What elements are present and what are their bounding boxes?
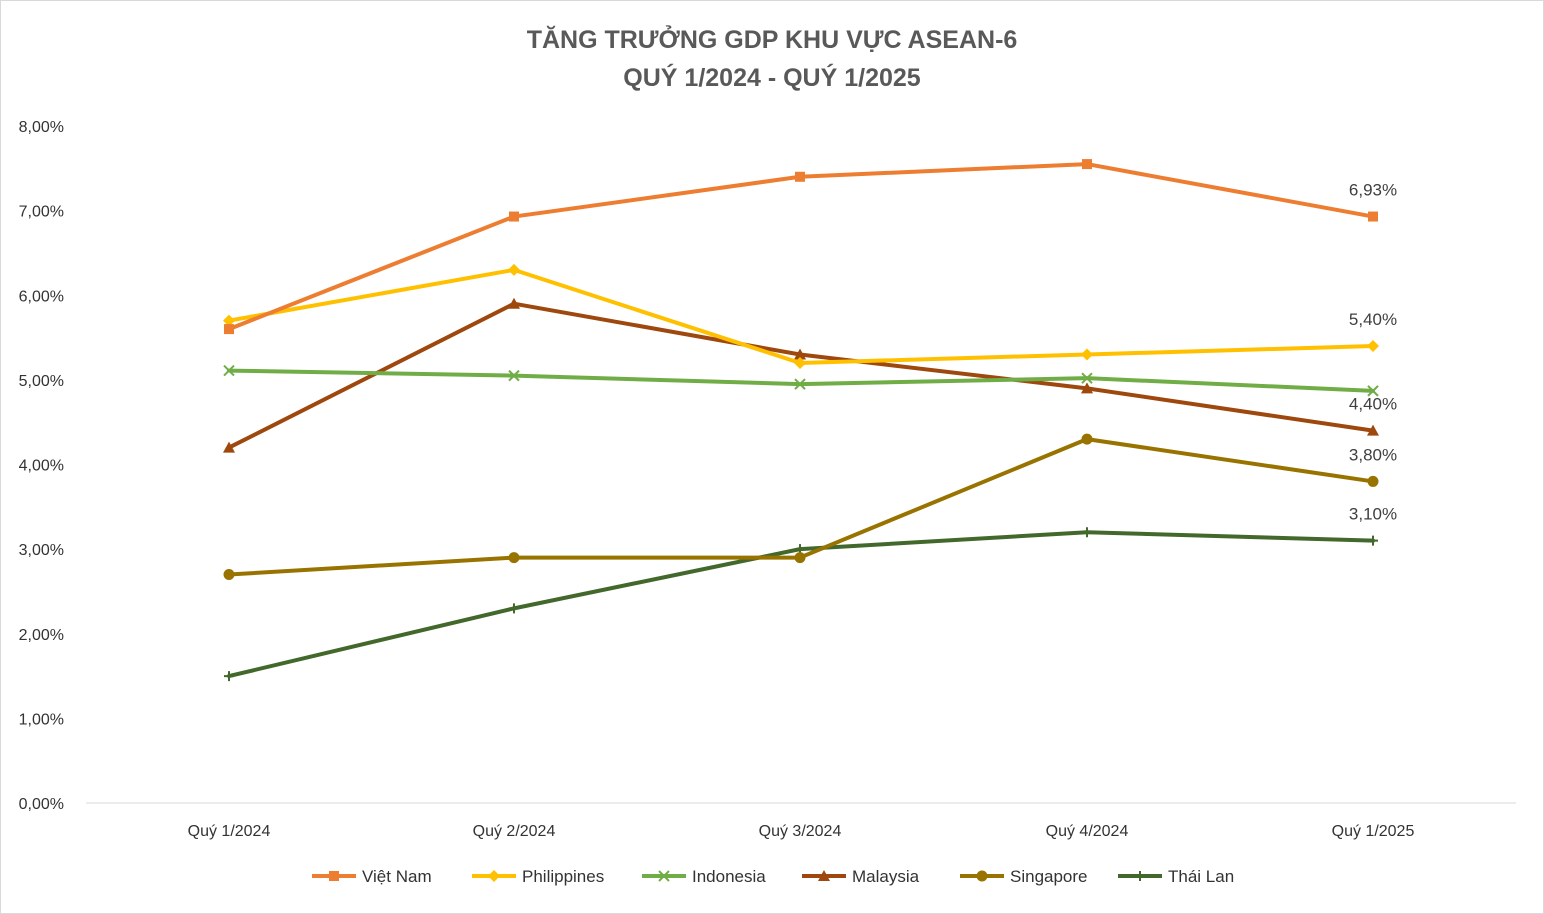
y-tick-label: 5,00%	[19, 373, 64, 390]
data-point	[1367, 475, 1379, 487]
legend-label: Việt Nam	[362, 867, 432, 886]
data-point	[223, 569, 235, 581]
data-point	[508, 297, 520, 309]
y-tick-label: 6,00%	[19, 288, 64, 305]
data-label: 3,80%	[1349, 445, 1397, 464]
legend-marker	[976, 870, 988, 882]
y-tick-label: 7,00%	[19, 204, 64, 221]
data-point	[1082, 159, 1092, 170]
legend-label: Indonesia	[692, 867, 766, 886]
data-point	[1081, 372, 1093, 384]
y-tick-label: 2,00%	[19, 627, 64, 644]
legend-label: Thái Lan	[1168, 867, 1234, 886]
data-point	[509, 211, 519, 222]
y-tick-label: 3,00%	[19, 542, 64, 559]
data-point	[223, 314, 235, 327]
data-point	[223, 364, 235, 377]
y-tick-label: 4,00%	[19, 458, 64, 475]
data-point	[794, 356, 806, 369]
legend-item: Malaysia	[802, 867, 920, 886]
x-tick-label: Quý 1/2025	[1332, 823, 1415, 840]
legend-item: Việt Nam	[312, 867, 432, 886]
series-3	[223, 297, 1379, 453]
series-4	[223, 433, 1379, 581]
data-point	[1081, 433, 1093, 445]
y-tick-label: 8,00%	[19, 119, 64, 136]
data-point	[1368, 211, 1378, 222]
data-point	[1367, 424, 1379, 436]
chart-subtitle: QUÝ 1/2024 - QUÝ 1/2025	[623, 62, 920, 92]
legend-item: Thái Lan	[1118, 867, 1234, 886]
y-tick-label: 1,00%	[19, 711, 64, 728]
data-point	[1367, 340, 1379, 353]
x-tick-label: Quý 2/2024	[473, 823, 556, 840]
legend-marker	[329, 871, 339, 881]
y-axis-labels: 0,00% 1,00% 2,00% 3,00% 4,00% 5,00% 6,00% 7,00%…	[19, 119, 64, 813]
legend-label: Philippines	[522, 867, 604, 886]
legend-item: Singapore	[960, 867, 1088, 886]
data-point	[224, 324, 234, 335]
data-point	[1081, 348, 1093, 361]
legend-marker	[488, 870, 500, 882]
legend-label: Singapore	[1010, 867, 1088, 886]
series-5	[224, 527, 1378, 682]
data-point	[224, 671, 234, 682]
data-point	[794, 378, 806, 390]
data-labels: 6,93% 5,40% 4,40% 3,80% 3,10%	[1349, 181, 1397, 524]
x-tick-label: Quý 1/2024	[188, 823, 271, 840]
legend-label: Malaysia	[852, 867, 920, 886]
data-point	[509, 603, 519, 614]
x-tick-label: Quý 4/2024	[1046, 823, 1129, 840]
legend-item: Philippines	[472, 867, 604, 886]
series-0	[224, 159, 1378, 335]
series-1	[223, 263, 1379, 369]
legend-marker	[818, 870, 830, 881]
chart-title: TĂNG TRƯỞNG GDP KHU VỰC ASEAN-6	[527, 24, 1018, 54]
series-2	[223, 364, 1379, 397]
data-point	[508, 369, 520, 382]
data-point	[1368, 535, 1378, 546]
data-point	[1081, 382, 1093, 394]
legend-marker	[1135, 871, 1145, 881]
data-point	[794, 348, 806, 360]
data-label: 3,10%	[1349, 505, 1397, 524]
data-point	[1082, 527, 1092, 538]
data-point	[794, 552, 806, 564]
legend-marker	[658, 870, 670, 882]
x-tick-label: Quý 3/2024	[759, 823, 842, 840]
series-layer	[223, 159, 1379, 682]
data-point	[508, 263, 520, 276]
data-label: 4,40%	[1349, 395, 1397, 414]
data-point	[223, 441, 235, 453]
x-axis: Quý 1/2024 Quý 2/2024 Quý 3/2024 Quý 4/2024…	[86, 802, 1516, 840]
legend: Việt Nam Philippines Indonesia Malaysia Sing…	[312, 867, 1234, 886]
data-point	[508, 552, 520, 564]
data-label: 5,40%	[1349, 310, 1397, 329]
data-point	[795, 171, 805, 182]
legend-item: Indonesia	[642, 867, 766, 886]
data-point	[1367, 385, 1379, 397]
y-tick-label: 0,00%	[19, 796, 64, 813]
data-label: 6,93%	[1349, 181, 1397, 200]
